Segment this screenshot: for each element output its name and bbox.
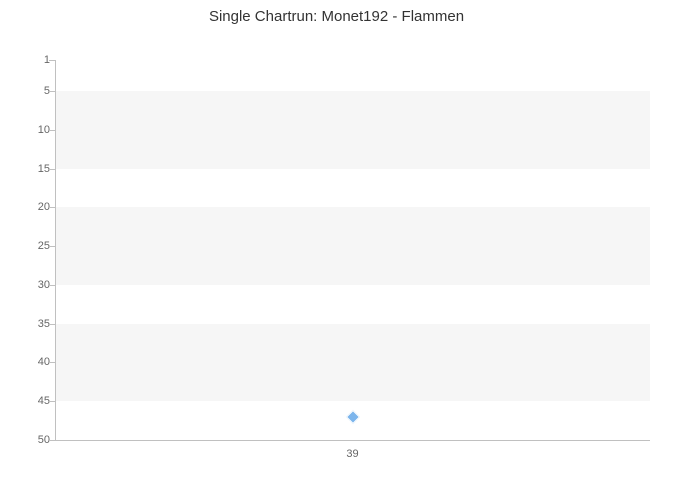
y-tick-mark <box>49 285 55 286</box>
y-tick-mark <box>49 324 55 325</box>
y-tick-mark <box>49 91 55 92</box>
plot-band <box>55 91 650 169</box>
y-tick-label: 5 <box>10 85 50 97</box>
y-tick-mark <box>49 246 55 247</box>
y-tick-label: 45 <box>10 395 50 407</box>
y-tick-label: 35 <box>10 318 50 330</box>
y-tick-mark <box>49 207 55 208</box>
x-tick-label: 39 <box>346 448 358 460</box>
y-tick-mark <box>49 169 55 170</box>
y-tick-label: 10 <box>10 124 50 136</box>
y-tick-label: 15 <box>10 163 50 175</box>
x-axis-line <box>55 440 650 441</box>
plot-band <box>55 207 650 285</box>
y-tick-label: 25 <box>10 240 50 252</box>
y-tick-label: 1 <box>10 54 50 66</box>
y-tick-mark <box>49 440 55 441</box>
y-tick-label: 40 <box>10 356 50 368</box>
y-tick-mark <box>49 60 55 61</box>
plot-area <box>55 60 650 440</box>
y-tick-mark <box>49 362 55 363</box>
y-tick-label: 20 <box>10 201 50 213</box>
y-tick-label: 50 <box>10 434 50 446</box>
plot-band <box>55 324 650 402</box>
chart-title: Single Chartrun: Monet192 - Flammen <box>0 8 673 25</box>
chart-container: Single Chartrun: Monet192 - Flammen 1510… <box>0 0 673 500</box>
y-tick-mark <box>49 130 55 131</box>
y-tick-mark <box>49 401 55 402</box>
y-tick-label: 30 <box>10 279 50 291</box>
data-point[interactable] <box>345 410 359 424</box>
y-axis-line <box>55 60 56 440</box>
